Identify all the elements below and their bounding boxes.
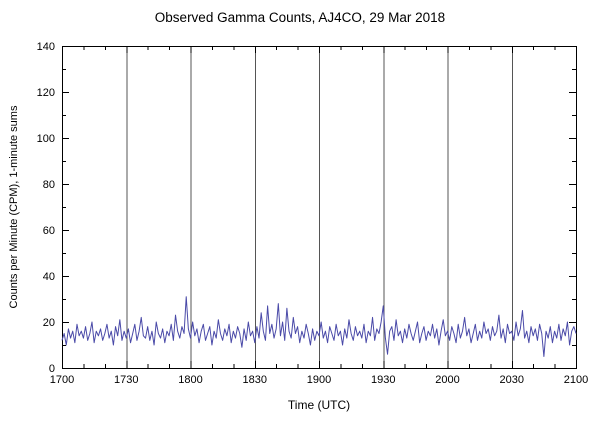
y-tick-label: 20 (43, 317, 55, 329)
data-line (61, 296, 577, 357)
y-tick-label: 120 (37, 87, 55, 99)
x-tick-label: 1800 (178, 374, 202, 386)
x-tick-label: 1930 (371, 374, 395, 386)
y-tick-label: 40 (43, 271, 55, 283)
y-tick-label: 140 (37, 41, 55, 53)
x-tick-label: 2030 (500, 374, 524, 386)
chart-title: Observed Gamma Counts, AJ4CO, 29 Mar 201… (154, 10, 446, 25)
x-tick-label: 2000 (435, 374, 459, 386)
x-tick-label: 1700 (50, 374, 74, 386)
x-tick-label: 1730 (114, 374, 138, 386)
y-tick-label: 60 (43, 225, 55, 237)
x-tick-label: 2100 (564, 374, 588, 386)
x-tick-label: 1830 (243, 374, 267, 386)
y-tick-label: 0 (49, 363, 55, 375)
plot-border (62, 46, 577, 369)
y-tick-label: 100 (37, 133, 55, 145)
x-tick-label: 1900 (307, 374, 331, 386)
x-axis-label: Time (UTC) (287, 398, 351, 412)
y-tick-label: 80 (43, 179, 55, 191)
